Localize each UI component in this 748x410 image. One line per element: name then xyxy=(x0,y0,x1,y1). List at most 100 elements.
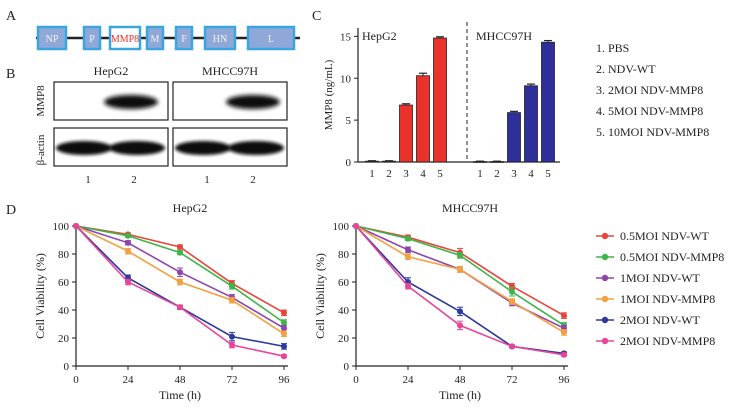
line-data-point xyxy=(229,297,235,304)
line-data-point xyxy=(281,353,287,360)
line-chart-title: MHCC97H xyxy=(442,201,498,215)
line-data-point xyxy=(229,333,235,340)
line-data-point xyxy=(73,223,79,229)
bar-y-tick-label: 0 xyxy=(346,157,352,169)
line-data-point xyxy=(561,329,567,336)
genome-segment-box xyxy=(82,25,102,51)
bar-x-tick-label: 2 xyxy=(386,168,392,180)
legend-d-swatch-marker xyxy=(601,274,609,282)
legend-d-item: 0.5MOI NDV-MMP8 xyxy=(620,250,724,264)
line-x-tick-label: 0 xyxy=(353,374,359,386)
line-x-axis-label: Time (h) xyxy=(159,388,201,402)
line-y-tick-label: 0 xyxy=(344,361,350,373)
line-data-point xyxy=(281,309,287,316)
bar xyxy=(416,75,430,163)
genome-segment-label: P xyxy=(89,34,95,45)
blot-row-label-mmp8: MMP8 xyxy=(35,85,47,117)
line-data-point xyxy=(561,312,567,319)
blot-lane-label: 2 xyxy=(131,174,137,186)
legend-d-item: 2MOI NDV-MMP8 xyxy=(620,334,715,348)
bar-y-tick-label: 5 xyxy=(346,115,352,127)
line-data-point xyxy=(281,330,287,337)
line-x-tick-label: 48 xyxy=(455,374,467,386)
line-data-point xyxy=(353,223,359,229)
line-data-point xyxy=(125,279,131,285)
bar-x-tick-label: 5 xyxy=(437,168,443,180)
legend-d-item: 0.5MOI NDV-WT xyxy=(620,229,710,243)
line-y-tick-label: 60 xyxy=(58,277,70,289)
line-y-tick-label: 80 xyxy=(338,249,350,261)
bar-x-tick-label: 4 xyxy=(420,168,426,180)
line-data-point xyxy=(125,248,131,255)
line-data-point xyxy=(509,288,515,295)
line-data-point xyxy=(229,283,235,290)
bar-x-tick-label: 4 xyxy=(528,168,534,180)
genome-segment-box xyxy=(174,25,194,51)
legend-d-swatch-marker xyxy=(601,337,609,345)
panel-label-c: C xyxy=(312,9,321,24)
legend-d-swatch-marker xyxy=(601,253,609,261)
blot-row-label-actin: β-actin xyxy=(35,134,47,165)
genome-map: NP P MMP8 M F HN L xyxy=(36,25,300,51)
line-data-point xyxy=(457,322,463,329)
legend-d-swatch-marker xyxy=(601,232,609,240)
line-chart-title: HepG2 xyxy=(173,201,208,215)
legend-c-item: 3. 2MOI NDV-MMP8 xyxy=(596,83,703,97)
blot-band-actin-hepg2-lane1 xyxy=(56,141,112,155)
legend-c: 1. PBS 2. NDV-WT 3. 2MOI NDV-MMP8 4. 5MOI N… xyxy=(596,41,709,139)
bar-group-label: HepG2 xyxy=(362,29,397,43)
bar-x-tick-label: 1 xyxy=(369,168,375,180)
line-data-point xyxy=(177,269,183,276)
line-data-point xyxy=(457,266,463,273)
genome-segment-label: HN xyxy=(213,34,227,45)
bar-y-tick-label: 10 xyxy=(340,73,352,85)
line-y-axis-label: Cell Viability (%) xyxy=(313,253,327,339)
line-data-point xyxy=(125,239,131,246)
line-data-point xyxy=(405,253,411,260)
line-x-tick-label: 72 xyxy=(507,374,518,386)
line-y-tick-label: 0 xyxy=(64,361,70,373)
legend-d: 0.5MOI NDV-WT 0.5MOI NDV-MMP8 1MOI NDV-WT 1… xyxy=(596,229,724,348)
line-x-axis-label: Time (h) xyxy=(439,388,481,402)
line-data-point xyxy=(177,244,183,250)
line-y-tick-label: 100 xyxy=(53,221,70,233)
line-series xyxy=(355,225,565,334)
line-y-tick-label: 40 xyxy=(338,305,350,317)
legend-d-item: 1MOI NDV-WT xyxy=(620,271,701,285)
line-data-point xyxy=(281,325,287,332)
genome-segment-label: F xyxy=(181,34,187,45)
bar-group-label: MHCC97H xyxy=(476,29,532,43)
genome-segment-label: L xyxy=(268,34,274,45)
legend-c-item: 1. PBS xyxy=(596,41,629,55)
genome-segment-label: MMP8 xyxy=(111,34,139,45)
bar-x-tick-label: 2 xyxy=(494,168,500,180)
line-y-tick-label: 100 xyxy=(333,221,350,233)
line-x-tick-label: 96 xyxy=(279,374,291,386)
line-x-tick-label: 0 xyxy=(73,374,79,386)
bar-y-axis-label: MMP8 (ng/mL) xyxy=(323,59,335,130)
blot-band-mmp8-mhcc97h-lane2 xyxy=(226,95,280,109)
blot-band-actin-mhcc97h-lane1 xyxy=(175,141,231,155)
legend-d-swatch-marker xyxy=(601,316,609,324)
line-y-tick-label: 60 xyxy=(338,277,350,289)
viability-chart-hepg2: HepG2 0 20 40 60 80 100 0 24 48 72 96 Time (h) Cell V… xyxy=(33,201,290,402)
line-data-point xyxy=(457,252,463,259)
blot-lane-label: 1 xyxy=(204,174,210,186)
blot-band-actin-hepg2-lane2 xyxy=(109,141,165,155)
line-data-point xyxy=(177,249,183,256)
line-data-point xyxy=(561,351,567,358)
genome-segment-box xyxy=(246,25,296,51)
blot-cell-line-hepg2: HepG2 xyxy=(94,64,129,78)
line-y-tick-label: 40 xyxy=(58,305,70,317)
blot-lane-label: 2 xyxy=(250,174,256,186)
line-data-point xyxy=(281,319,287,326)
line-y-tick-label: 80 xyxy=(58,249,70,261)
blot-band-actin-mhcc97h-lane2 xyxy=(228,141,284,155)
bar-y-tick-label: 15 xyxy=(340,31,352,43)
line-data-point xyxy=(405,246,411,253)
western-blot: HepG2 MHCC97H MMP8 β-actin 1 2 1 2 xyxy=(35,64,288,186)
line-y-axis-label: Cell Viability (%) xyxy=(33,253,47,339)
bar xyxy=(399,104,413,163)
line-x-tick-label: 24 xyxy=(403,374,415,386)
